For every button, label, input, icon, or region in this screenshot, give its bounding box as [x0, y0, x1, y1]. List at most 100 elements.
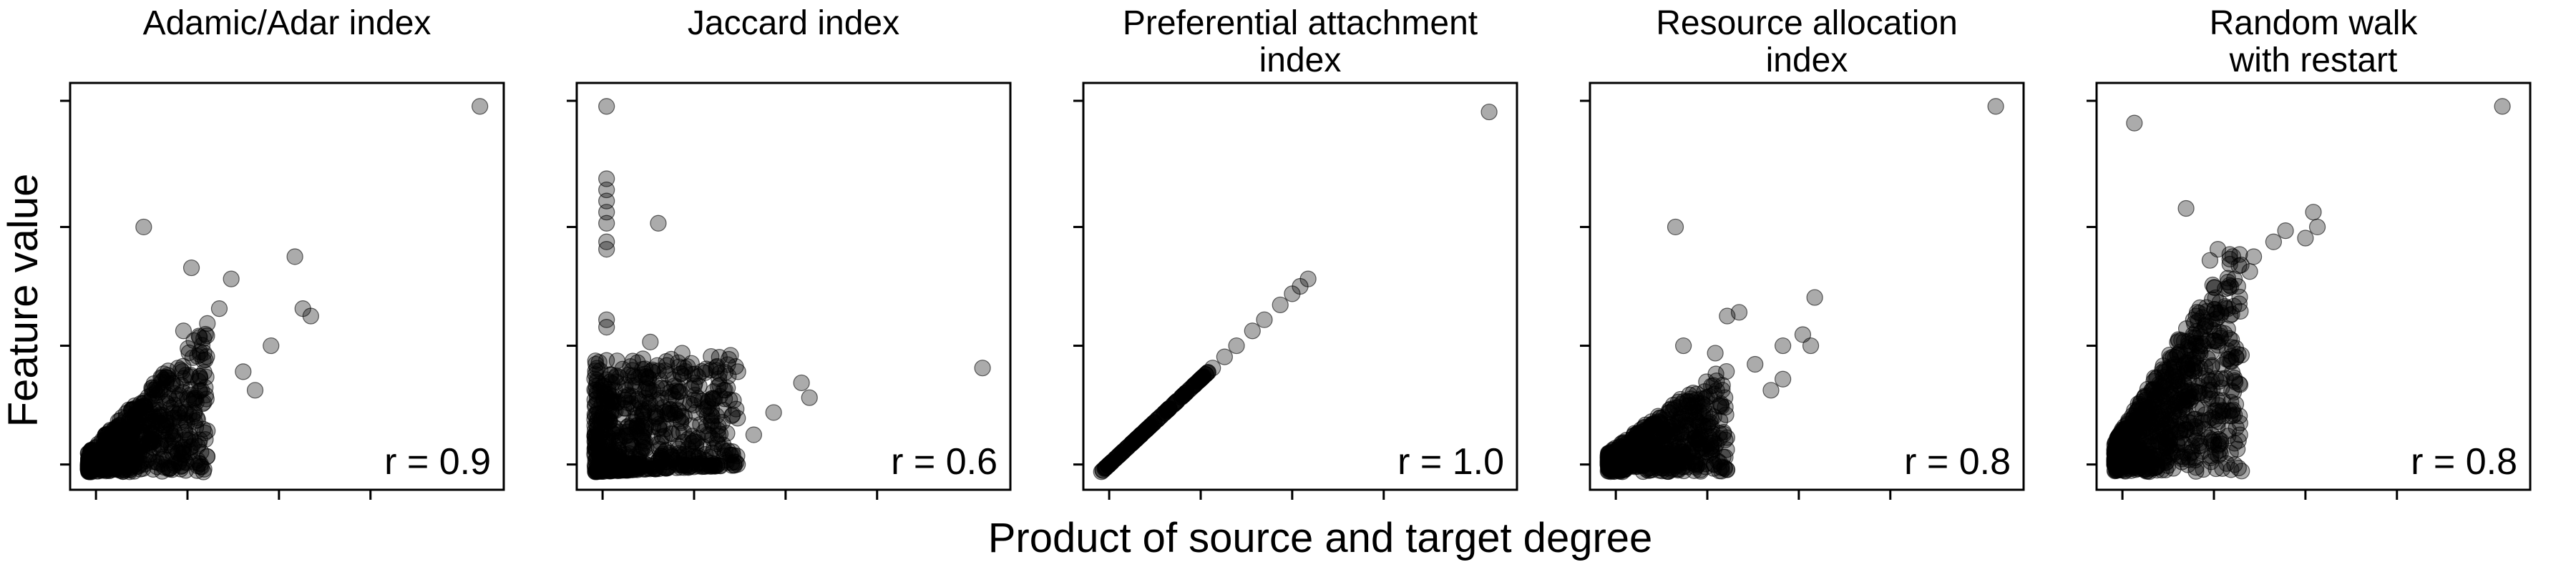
- scatter-point: [263, 337, 280, 355]
- scatter-point: [2160, 457, 2177, 474]
- scatter-point: [1987, 98, 2004, 115]
- scatter-point: [210, 300, 228, 317]
- x-axis-label: Product of source and target degree: [988, 515, 1653, 561]
- scatter-point: [94, 461, 111, 479]
- scatter-point: [1653, 445, 1670, 462]
- scatter-point: [235, 363, 252, 380]
- scatter-point: [2277, 222, 2294, 240]
- scatter-point: [2175, 448, 2192, 465]
- scatter-point: [190, 383, 208, 400]
- panel-title: Preferential attachment: [1123, 4, 1478, 42]
- scatter-point: [1710, 463, 1728, 480]
- scatter-point: [2233, 347, 2250, 364]
- scatter-point: [1747, 355, 1764, 373]
- scatter-point: [592, 362, 609, 379]
- scatter-point: [2199, 332, 2216, 350]
- scatter-point: [143, 430, 160, 447]
- scatter-points: [1093, 103, 1498, 480]
- scatter-point: [148, 379, 165, 396]
- panel-title: Jaccard index: [688, 4, 899, 42]
- scatter-point: [2146, 448, 2163, 465]
- scatter-point: [1669, 399, 1687, 416]
- panel-title: index: [1766, 41, 1848, 79]
- panel-title: with restart: [2229, 41, 2398, 79]
- scatter-point: [2116, 448, 2134, 465]
- scatter-point: [141, 445, 158, 463]
- scatter-point: [634, 432, 651, 449]
- scatter-point: [629, 354, 646, 371]
- scatter-point: [1707, 345, 1724, 362]
- scatter-point: [1703, 378, 1720, 395]
- scatter-point: [673, 365, 690, 383]
- scatter-point: [175, 322, 192, 340]
- scatter-point: [706, 458, 723, 475]
- scatter-point: [607, 369, 625, 386]
- scatter-point: [2494, 98, 2511, 115]
- scatter-point: [2122, 422, 2140, 439]
- scatter-point: [1717, 389, 1734, 406]
- scatter-point: [2212, 445, 2229, 462]
- panel-2: Jaccard index r = 0.6: [567, 4, 1012, 500]
- scatter-point: [1118, 440, 1135, 457]
- scatter-point: [189, 411, 207, 429]
- scatter-point: [1161, 400, 1178, 418]
- correlation-label: r = 0.6: [891, 441, 997, 483]
- scatter-point: [686, 458, 703, 475]
- scatter-point: [638, 375, 655, 392]
- scatter-point: [186, 403, 203, 420]
- scatter-point: [793, 374, 810, 392]
- scatter-point: [192, 443, 210, 460]
- scatter-point: [726, 453, 743, 470]
- correlation-label: r = 0.8: [1904, 441, 2011, 483]
- scatter-point: [724, 406, 741, 423]
- plot-frame: [575, 82, 1012, 491]
- scatter-point: [664, 448, 681, 465]
- scatter-point: [109, 418, 127, 435]
- scatter-point: [650, 451, 668, 469]
- panel-1: Adamic/Adar index r = 0.9: [60, 4, 505, 500]
- scatter-point: [667, 383, 685, 400]
- scatter-point: [89, 449, 106, 466]
- scatter-point: [745, 426, 763, 443]
- scatter-point: [598, 214, 615, 232]
- scatter-point: [2195, 460, 2212, 478]
- scatter-point: [190, 327, 208, 345]
- scatter-point: [1216, 348, 1233, 365]
- scatter-point: [690, 390, 707, 407]
- scatter-point: [2161, 346, 2178, 364]
- scatter-point: [223, 270, 240, 287]
- scatter-point: [174, 363, 191, 380]
- scatter-point: [2241, 263, 2258, 280]
- scatter-point: [1606, 445, 1624, 463]
- scatter-point: [185, 332, 203, 350]
- scatter-point: [246, 382, 264, 399]
- scatter-point: [157, 412, 174, 429]
- scatter-point: [182, 259, 200, 277]
- scatter-point: [2174, 435, 2191, 452]
- scatter-point: [2305, 204, 2322, 221]
- scatter-point: [2155, 402, 2172, 420]
- scatter-point: [2126, 114, 2143, 132]
- scatter-point: [1600, 460, 1617, 477]
- panel-title: Random walk: [2210, 4, 2419, 42]
- scatter-point: [1775, 337, 1792, 355]
- scatter-point: [696, 364, 713, 381]
- scatter-point: [658, 352, 675, 370]
- scatter-point: [2193, 443, 2210, 460]
- scatter-point: [2223, 382, 2240, 400]
- scatter-point: [1641, 462, 1659, 479]
- panel-title: Resource allocation: [1656, 4, 1958, 42]
- scatter-point: [801, 389, 818, 406]
- scatter-point: [153, 455, 170, 473]
- scatter-point: [1806, 289, 1823, 306]
- scatter-point: [642, 333, 659, 350]
- scatter-point: [650, 214, 667, 232]
- scatter-point: [120, 401, 137, 418]
- scatter-point: [191, 368, 208, 385]
- scatter-point: [2229, 277, 2246, 295]
- scatter-point: [2201, 252, 2219, 269]
